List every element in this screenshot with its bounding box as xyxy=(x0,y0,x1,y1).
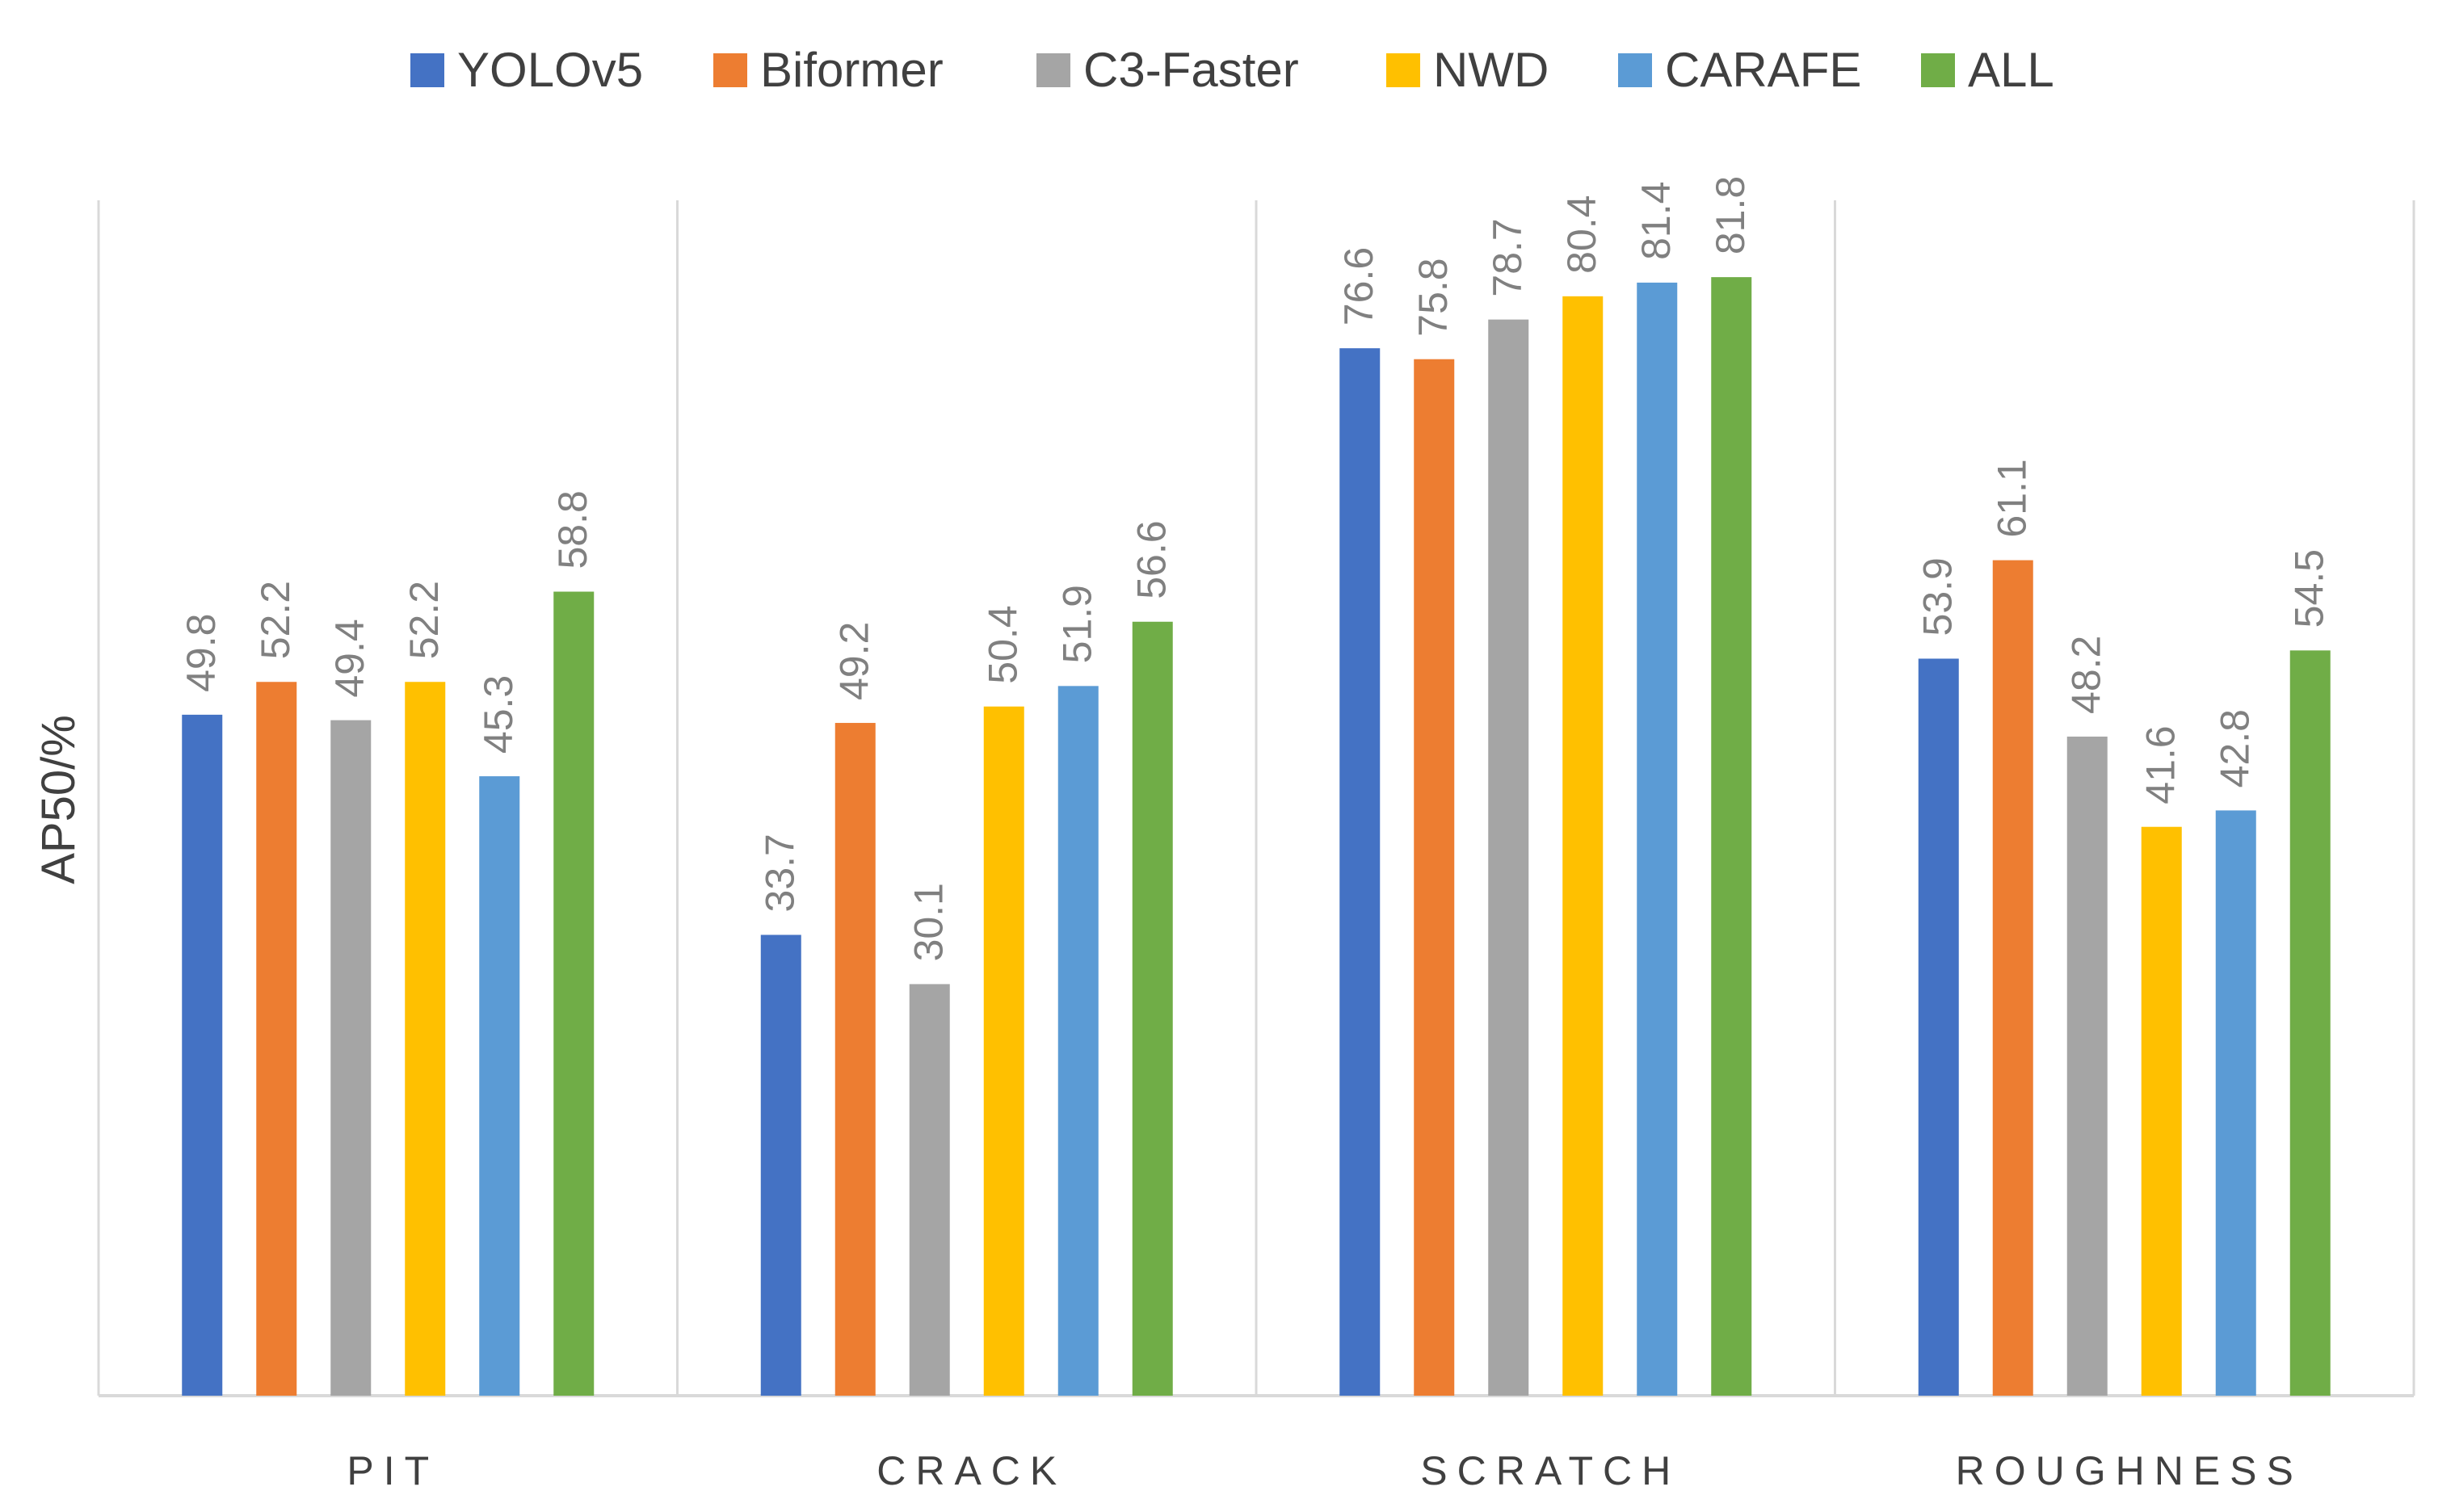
data-labels: 49.8 52.2 49.4 52.2 45.3 58.8 33.7 49.2 30.1 50.4… xyxy=(179,176,2332,962)
bar-yolov5-roughness xyxy=(1918,658,1959,1396)
data-label-c3-faster-roughness: 48.2 xyxy=(2064,636,2109,714)
bar-c3-faster-roughness xyxy=(2066,736,2108,1396)
data-label-biformer-scratch: 75.8 xyxy=(1410,258,1456,336)
bar-carafe-scratch xyxy=(1637,282,1678,1396)
y-axis-label: AP50/% xyxy=(32,715,85,884)
data-label-nwd-crack: 50.4 xyxy=(981,605,1026,683)
legend-label-yolov5: YOLOv5 xyxy=(457,43,643,97)
legend-swatch-all xyxy=(1921,53,1955,87)
legend-swatch-c3-faster xyxy=(1036,53,1070,87)
legend-swatch-biformer xyxy=(713,53,747,87)
bar-yolov5-scratch xyxy=(1339,348,1381,1396)
bar-yolov5-pit xyxy=(182,714,223,1396)
category-label-crack: CRACK xyxy=(876,1448,1066,1493)
bar-yolov5-crack xyxy=(760,934,801,1396)
bar-c3-faster-scratch xyxy=(1488,319,1529,1396)
data-label-nwd-pit: 52.2 xyxy=(401,581,447,659)
bar-c3-faster-pit xyxy=(330,720,372,1396)
bar-all-pit xyxy=(553,591,595,1396)
bars xyxy=(182,277,2331,1396)
data-label-all-roughness: 54.5 xyxy=(2287,549,2332,628)
bar-nwd-scratch xyxy=(1562,296,1604,1396)
data-label-yolov5-scratch: 76.6 xyxy=(1336,247,1381,326)
data-label-carafe-crack: 51.9 xyxy=(1055,585,1100,663)
bar-all-scratch xyxy=(1711,277,1752,1396)
data-label-biformer-crack: 49.2 xyxy=(832,622,877,700)
legend-swatch-yolov5 xyxy=(410,53,444,87)
legend-label-c3-faster: C3-Faster xyxy=(1083,43,1299,97)
data-label-all-crack: 56.6 xyxy=(1129,520,1175,598)
bar-carafe-crack xyxy=(1057,686,1099,1396)
data-label-yolov5-roughness: 53.9 xyxy=(1915,557,1961,636)
legend-swatch-carafe xyxy=(1618,53,1652,87)
data-label-all-scratch: 81.8 xyxy=(1708,176,1753,254)
bar-biformer-crack xyxy=(834,723,876,1396)
data-label-carafe-roughness: 42.8 xyxy=(2213,709,2258,788)
category-label-roughness: ROUGHNESS xyxy=(1956,1448,2303,1493)
data-label-yolov5-pit: 49.8 xyxy=(179,614,224,692)
data-label-c3-faster-scratch: 78.7 xyxy=(1485,218,1530,296)
bar-biformer-pit xyxy=(256,682,297,1396)
bar-biformer-roughness xyxy=(1992,560,2033,1396)
bar-nwd-crack xyxy=(983,706,1024,1396)
data-label-nwd-roughness: 41.6 xyxy=(2138,725,2184,804)
category-separators xyxy=(97,200,2415,1396)
category-label-pit: PIT xyxy=(347,1448,439,1493)
legend: YOLOv5 Biformer C3-Faster NWD CARAFE ALL xyxy=(410,43,2054,97)
bar-c3-faster-crack xyxy=(909,984,950,1396)
bar-carafe-pit xyxy=(479,776,520,1396)
legend-label-carafe: CARAFE xyxy=(1665,43,1861,97)
bar-nwd-roughness xyxy=(2141,826,2182,1396)
category-labels: PIT CRACK SCRATCH ROUGHNESS xyxy=(347,1448,2303,1493)
category-label-scratch: SCRATCH xyxy=(1420,1448,1680,1493)
data-label-biformer-pit: 52.2 xyxy=(253,581,298,659)
bar-carafe-roughness xyxy=(2215,810,2256,1396)
data-label-yolov5-crack: 33.7 xyxy=(758,834,803,912)
bar-all-roughness xyxy=(2289,650,2331,1396)
bar-all-crack xyxy=(1132,621,1173,1396)
legend-label-biformer: Biformer xyxy=(760,43,944,97)
data-label-carafe-pit: 45.3 xyxy=(476,675,521,754)
data-label-c3-faster-pit: 49.4 xyxy=(327,619,372,697)
legend-swatch-nwd xyxy=(1386,53,1420,87)
data-label-nwd-scratch: 80.4 xyxy=(1559,195,1604,273)
bar-nwd-pit xyxy=(405,682,446,1396)
data-label-biformer-roughness: 61.1 xyxy=(1990,459,2035,537)
legend-label-nwd: NWD xyxy=(1433,43,1549,97)
data-label-all-pit: 58.8 xyxy=(550,490,595,569)
legend-label-all: ALL xyxy=(1968,43,2054,97)
data-label-c3-faster-crack: 30.1 xyxy=(906,883,952,961)
data-label-carafe-scratch: 81.4 xyxy=(1633,182,1679,260)
bar-biformer-scratch xyxy=(1414,359,1455,1396)
